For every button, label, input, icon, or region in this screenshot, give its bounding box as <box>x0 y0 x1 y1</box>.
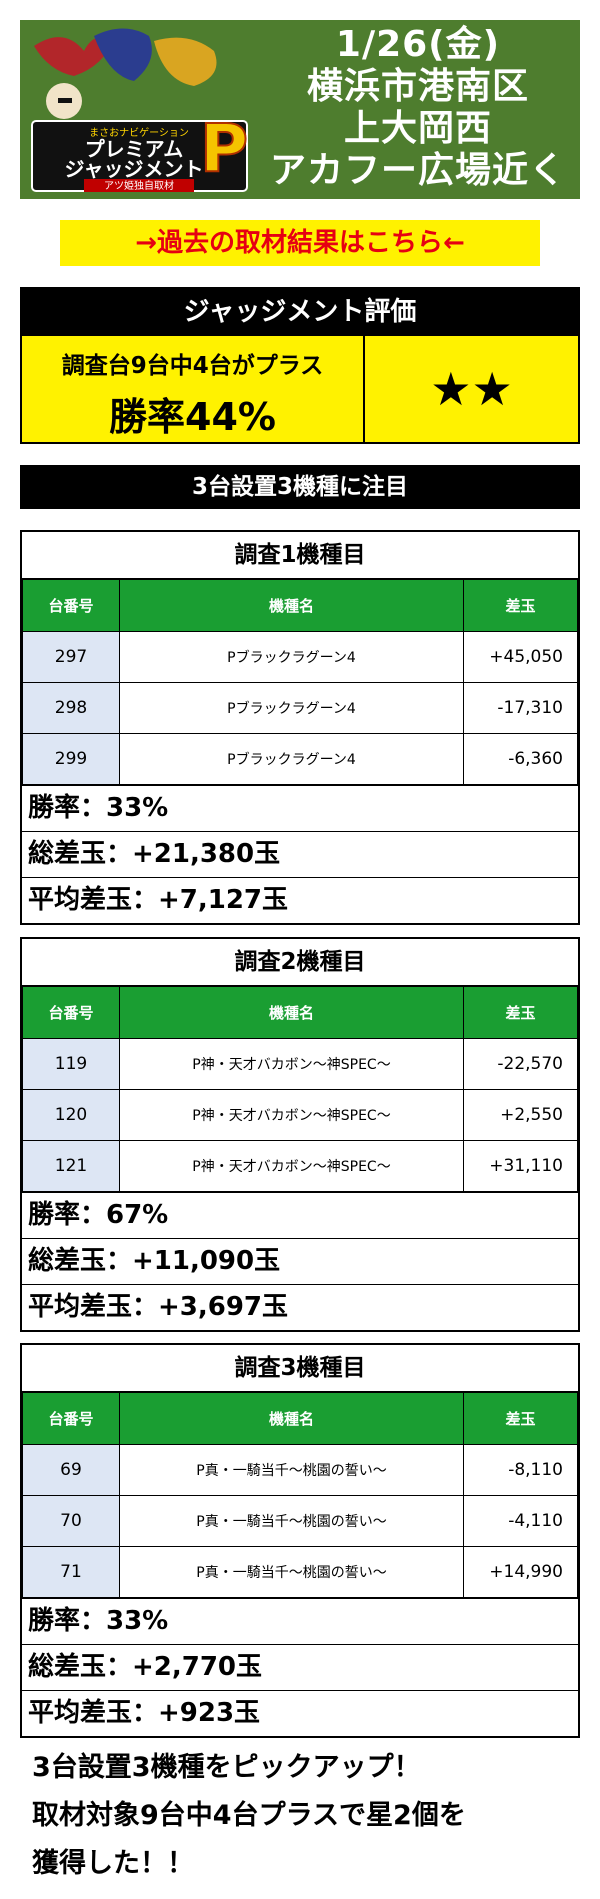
svg-text:まさおナビゲーション: まさおナビゲーション <box>89 127 189 139</box>
machine-number: 71 <box>22 1546 120 1598</box>
location-line: 横浜市港南区 <box>306 66 529 107</box>
machine-model: P神・天才バカボン〜神SPEC〜 <box>119 1089 464 1141</box>
location-line: アカフー広場近く <box>269 150 566 191</box>
table-row: 70 P真・一騎当千〜桃園の誓い〜 -4,110 <box>22 1495 578 1547</box>
machine-model: Pブラックラグーン4 <box>119 631 464 683</box>
machine-number: 299 <box>22 733 120 785</box>
avg-diff-stat: 平均差玉：+3,697玉 <box>22 1284 578 1330</box>
machine-number: 69 <box>22 1444 120 1496</box>
machine-diff: -22,570 <box>463 1038 578 1090</box>
machine-model: P真・一騎当千〜桃園の誓い〜 <box>119 1546 464 1598</box>
machine-model: P真・一騎当千〜桃園の誓い〜 <box>119 1444 464 1496</box>
header-info: 1/26(金) 横浜市港南区 上大岡西 アカフー広場近く <box>256 24 580 192</box>
avg-diff-stat: 平均差玉：+7,127玉 <box>22 877 578 923</box>
table-row: 297 Pブラックラグーン4 +45,050 <box>22 631 578 683</box>
column-model: 機種名 <box>119 579 464 632</box>
location-line: 上大岡西 <box>343 108 492 149</box>
past-results-link[interactable]: →過去の取材結果はこちら← <box>60 220 540 266</box>
machine-diff: -4,110 <box>463 1495 578 1547</box>
machine-model: P神・天才バカボン〜神SPEC〜 <box>119 1038 464 1090</box>
win-rate-stat: 勝率：33% <box>22 1598 578 1644</box>
table-row: 119 P神・天才バカボン〜神SPEC〜 -22,570 <box>22 1038 578 1090</box>
svg-text:P: P <box>200 110 248 187</box>
table-header-row: 台番号 機種名 差玉 <box>22 1392 578 1445</box>
table-header-row: 台番号 機種名 差玉 <box>22 579 578 632</box>
table-header-row: 台番号 機種名 差玉 <box>22 986 578 1039</box>
column-diff: 差玉 <box>463 986 578 1039</box>
column-model: 機種名 <box>119 986 464 1039</box>
model-section-title: 調査1機種目 <box>22 532 578 579</box>
table-row: 71 P真・一騎当千〜桃園の誓い〜 +14,990 <box>22 1546 578 1598</box>
column-diff: 差玉 <box>463 579 578 632</box>
machine-model: P神・天才バカボン〜神SPEC〜 <box>119 1140 464 1192</box>
svg-text:ジャッジメント: ジャッジメント <box>65 157 204 181</box>
machine-number: 70 <box>22 1495 120 1547</box>
machine-table: 台番号 機種名 差玉 119 P神・天才バカボン〜神SPEC〜 -22,570 … <box>22 986 578 1192</box>
model-section: 調査2機種目 台番号 機種名 差玉 119 P神・天才バカボン〜神SPEC〜 -… <box>20 937 580 1332</box>
machine-diff: -6,360 <box>463 733 578 785</box>
column-diff: 差玉 <box>463 1392 578 1445</box>
machine-model: P真・一騎当千〜桃園の誓い〜 <box>119 1495 464 1547</box>
summary-line: 取材対象9台中4台プラスで星2個を <box>32 1800 466 1831</box>
machine-number: 297 <box>22 631 120 683</box>
machine-diff: +45,050 <box>463 631 578 683</box>
machine-table: 台番号 機種名 差玉 69 P真・一騎当千〜桃園の誓い〜 -8,110 70 P… <box>22 1392 578 1598</box>
table-row: 299 Pブラックラグーン4 -6,360 <box>22 733 578 785</box>
win-rate-stat: 勝率：67% <box>22 1192 578 1238</box>
summary-text: 3台設置3機種をピックアップ！ 取材対象9台中4台プラスで星2個を 獲得した！！ <box>32 1744 592 1888</box>
report-date: 1/26(金) <box>335 24 501 65</box>
summary-line: 獲得した！！ <box>32 1848 194 1879</box>
column-model: 機種名 <box>119 1392 464 1445</box>
avg-diff-stat: 平均差玉：+923玉 <box>22 1690 578 1736</box>
evaluation-box: ジャッジメント評価 調査台9台中4台がプラス 勝率44% ★★ <box>20 287 580 444</box>
svg-text:アツ姫独自取材: アツ姫独自取材 <box>104 179 174 192</box>
column-number: 台番号 <box>22 579 120 632</box>
machine-diff: +14,990 <box>463 1546 578 1598</box>
model-section: 調査1機種目 台番号 機種名 差玉 297 Pブラックラグーン4 +45,050… <box>20 530 580 925</box>
model-section-title: 調査3機種目 <box>22 1345 578 1392</box>
column-number: 台番号 <box>22 986 120 1039</box>
total-diff-stat: 総差玉：+2,770玉 <box>22 1644 578 1690</box>
evaluation-detail: 調査台9台中4台がプラス 勝率44% <box>22 336 365 442</box>
machine-model: Pブラックラグーン4 <box>119 682 464 734</box>
machine-diff: -8,110 <box>463 1444 578 1496</box>
machine-number: 121 <box>22 1140 120 1192</box>
machine-diff: +2,550 <box>463 1089 578 1141</box>
machine-diff: +31,110 <box>463 1140 578 1192</box>
header-banner: まさおナビゲーション プレミアム ジャッジメント P アツ姫独自取材 1/26(… <box>20 20 580 199</box>
table-row: 298 Pブラックラグーン4 -17,310 <box>22 682 578 734</box>
machine-number: 120 <box>22 1089 120 1141</box>
model-section: 調査3機種目 台番号 機種名 差玉 69 P真・一騎当千〜桃園の誓い〜 -8,1… <box>20 1343 580 1738</box>
table-row: 121 P神・天才バカボン〜神SPEC〜 +31,110 <box>22 1140 578 1192</box>
machine-number: 298 <box>22 682 120 734</box>
model-section-title: 調査2機種目 <box>22 939 578 986</box>
evaluation-win-rate: 勝率44% <box>109 395 276 439</box>
total-diff-stat: 総差玉：+11,090玉 <box>22 1238 578 1284</box>
column-number: 台番号 <box>22 1392 120 1445</box>
evaluation-detail-text: 調査台9台中4台がプラス <box>61 353 324 379</box>
machine-model: Pブラックラグーン4 <box>119 733 464 785</box>
table-row: 120 P神・天才バカボン〜神SPEC〜 +2,550 <box>22 1089 578 1141</box>
machine-table: 台番号 機種名 差玉 297 Pブラックラグーン4 +45,050 298 Pブ… <box>22 579 578 785</box>
star-rating: ★★ <box>430 362 513 416</box>
machine-diff: -17,310 <box>463 682 578 734</box>
svg-text:プレミアム: プレミアム <box>85 137 184 161</box>
total-diff-stat: 総差玉：+21,380玉 <box>22 831 578 877</box>
focus-banner: 3台設置3機種に注目 <box>20 465 580 509</box>
table-row: 69 P真・一騎当千〜桃園の誓い〜 -8,110 <box>22 1444 578 1496</box>
win-rate-stat: 勝率：33% <box>22 785 578 831</box>
premium-judgement-logo: まさおナビゲーション プレミアム ジャッジメント P アツ姫独自取材 <box>24 26 256 194</box>
evaluation-title: ジャッジメント評価 <box>22 289 578 336</box>
summary-line: 3台設置3機種をピックアップ！ <box>32 1752 421 1783</box>
machine-number: 119 <box>22 1038 120 1090</box>
